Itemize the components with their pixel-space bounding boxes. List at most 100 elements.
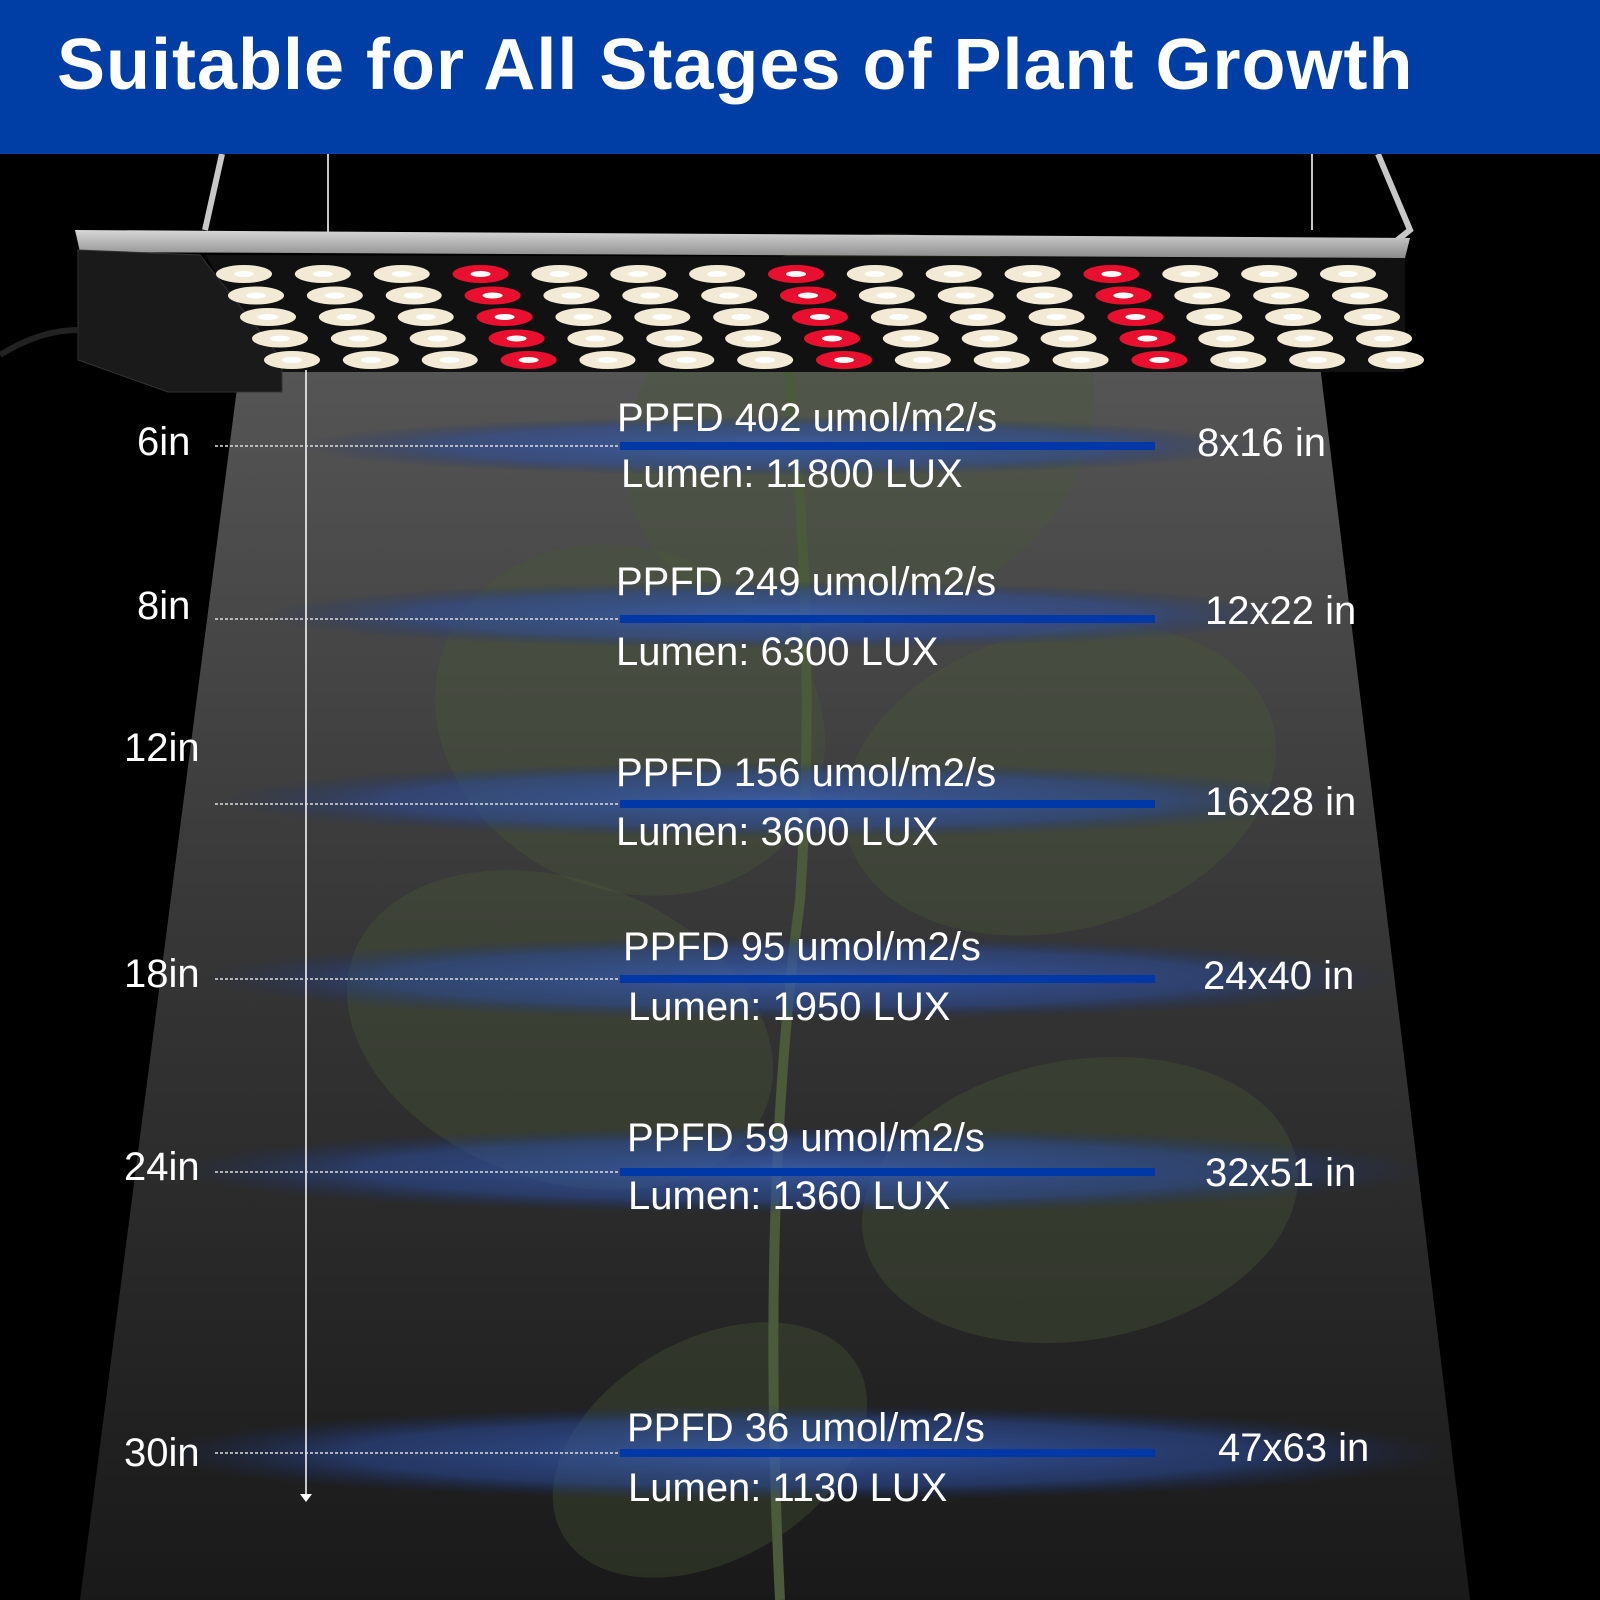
led-highlight [1125, 314, 1146, 320]
ppfd-value: PPFD 402 umol/m2/s [617, 396, 998, 440]
coverage-value: 32x51 in [1205, 1151, 1357, 1195]
distance-label: 18in [124, 952, 200, 996]
led-highlight [573, 314, 594, 320]
led-highlight [1259, 271, 1280, 277]
led-highlight [1101, 271, 1122, 277]
lumen-value: Lumen: 1130 LUX [628, 1466, 948, 1510]
distance-axis [300, 370, 312, 1502]
led-highlight [1070, 357, 1091, 363]
led-highlight [258, 314, 278, 320]
coverage-value: 47x63 in [1218, 1426, 1370, 1470]
led-highlight [597, 357, 618, 363]
lumen-value: Lumen: 1360 LUX [628, 1174, 951, 1218]
led-highlight [676, 357, 697, 363]
lumen-value: Lumen: 6300 LUX [616, 630, 939, 674]
led-highlight [494, 314, 515, 320]
hanging-wires [202, 154, 1414, 245]
led-highlight [1137, 335, 1158, 342]
led-highlight [270, 335, 290, 342]
led-highlight [1307, 357, 1328, 363]
led-highlight [1350, 292, 1370, 299]
led-highlight [470, 271, 491, 277]
led-highlight [439, 357, 460, 363]
ppfd-value: PPFD 156 umol/m2/s [616, 751, 997, 795]
led-highlight [640, 292, 661, 299]
coverage-value: 16x28 in [1205, 780, 1357, 824]
led-highlight [834, 357, 854, 363]
led-highlight [549, 271, 570, 277]
led-highlight [427, 335, 448, 342]
led-highlight [943, 271, 964, 277]
distance-label: 24in [124, 1145, 200, 1189]
ppfd-value: PPFD 95 umol/m2/s [623, 925, 981, 969]
led-highlight [391, 271, 412, 277]
coverage-value: 12x22 in [1205, 589, 1357, 633]
scene-graphics [0, 154, 1470, 1600]
distance-label: 8in [137, 584, 191, 628]
led-highlight [798, 292, 818, 299]
led-highlight [864, 271, 885, 277]
led-highlight [1192, 292, 1213, 299]
led-highlight [1034, 292, 1055, 299]
level-lines [215, 442, 1155, 1457]
led-highlight [246, 292, 266, 299]
led-highlight [348, 335, 369, 342]
led-highlight [1058, 335, 1079, 342]
panel-frame [75, 230, 1410, 258]
coverage-value: 24x40 in [1203, 954, 1355, 998]
lumen-value: Lumen: 11800 LUX [621, 452, 963, 496]
driver-box [77, 249, 283, 393]
led-highlight [743, 335, 764, 342]
led-highlight [888, 314, 909, 320]
led-highlight [1113, 292, 1134, 299]
led-highlight [1295, 335, 1316, 342]
distance-label: 6in [137, 420, 191, 464]
led-highlight [312, 271, 333, 277]
page-title: Suitable for All Stages of Plant Growth [57, 25, 1414, 105]
led-highlight [731, 314, 752, 320]
led-highlight [415, 314, 436, 320]
led-highlight [482, 292, 503, 299]
led-highlight [1228, 357, 1249, 363]
led-highlight [1271, 292, 1292, 299]
ppfd-value: PPFD 36 umol/m2/s [627, 1406, 985, 1450]
led-highlight [1022, 271, 1043, 277]
led-highlight [324, 292, 345, 299]
led-highlight [518, 357, 539, 363]
lumen-value: Lumen: 1950 LUX [628, 985, 951, 1029]
led-highlight [967, 314, 988, 320]
led-highlight [336, 314, 357, 320]
distance-label: 12in [124, 726, 200, 770]
led-highlight [664, 335, 685, 342]
led-highlight [1046, 314, 1067, 320]
led-highlight [652, 314, 673, 320]
led-highlight [506, 335, 527, 342]
led-highlight [403, 292, 424, 299]
led-highlight [786, 271, 806, 277]
led-highlight [282, 357, 302, 363]
led-highlight [1180, 271, 1201, 277]
led-highlight [912, 357, 933, 363]
ppfd-value: PPFD 59 umol/m2/s [627, 1116, 985, 1160]
led-highlight [719, 292, 740, 299]
led-highlight [360, 357, 381, 363]
led-highlight [991, 357, 1012, 363]
led-highlight [810, 314, 830, 320]
led-highlight [585, 335, 606, 342]
led-highlight [628, 271, 649, 277]
distance-label: 30in [124, 1431, 200, 1475]
led-highlight [755, 357, 776, 363]
header-banner: Suitable for All Stages of Plant Growth [0, 0, 1600, 154]
led-highlight [1386, 357, 1406, 363]
coverage-value: 8x16 in [1197, 421, 1326, 465]
led-highlight [1204, 314, 1225, 320]
ppfd-value: PPFD 249 umol/m2/s [616, 560, 997, 604]
led-highlight [234, 271, 254, 277]
led-highlight [1216, 335, 1237, 342]
led-highlight [1338, 271, 1358, 277]
lumen-value: Lumen: 3600 LUX [616, 810, 939, 854]
led-highlight [1283, 314, 1304, 320]
led-highlight [876, 292, 897, 299]
grow-light-scene [0, 154, 1600, 1600]
led-highlight [822, 335, 842, 342]
